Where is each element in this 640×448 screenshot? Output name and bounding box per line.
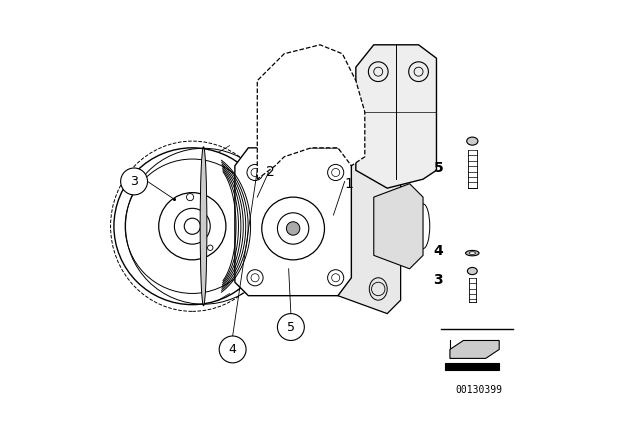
Circle shape xyxy=(121,168,148,195)
Ellipse shape xyxy=(469,252,476,254)
Polygon shape xyxy=(257,45,365,179)
Ellipse shape xyxy=(467,267,477,275)
Text: 3: 3 xyxy=(130,175,138,188)
Text: 3: 3 xyxy=(433,273,443,287)
Ellipse shape xyxy=(465,250,479,256)
Polygon shape xyxy=(356,45,436,188)
Circle shape xyxy=(219,336,246,363)
Ellipse shape xyxy=(200,147,207,306)
Polygon shape xyxy=(235,148,351,296)
Text: 4: 4 xyxy=(433,244,443,258)
Polygon shape xyxy=(445,363,499,370)
Text: 2: 2 xyxy=(266,165,275,180)
Polygon shape xyxy=(450,340,499,358)
Polygon shape xyxy=(338,143,401,314)
Ellipse shape xyxy=(467,137,478,145)
Text: 5: 5 xyxy=(287,320,295,334)
Circle shape xyxy=(278,314,305,340)
Circle shape xyxy=(287,222,300,235)
Text: 00130399: 00130399 xyxy=(456,385,502,395)
Text: 1: 1 xyxy=(345,177,353,191)
Polygon shape xyxy=(374,184,423,269)
Text: 4: 4 xyxy=(228,343,237,356)
Text: 5: 5 xyxy=(433,161,443,175)
